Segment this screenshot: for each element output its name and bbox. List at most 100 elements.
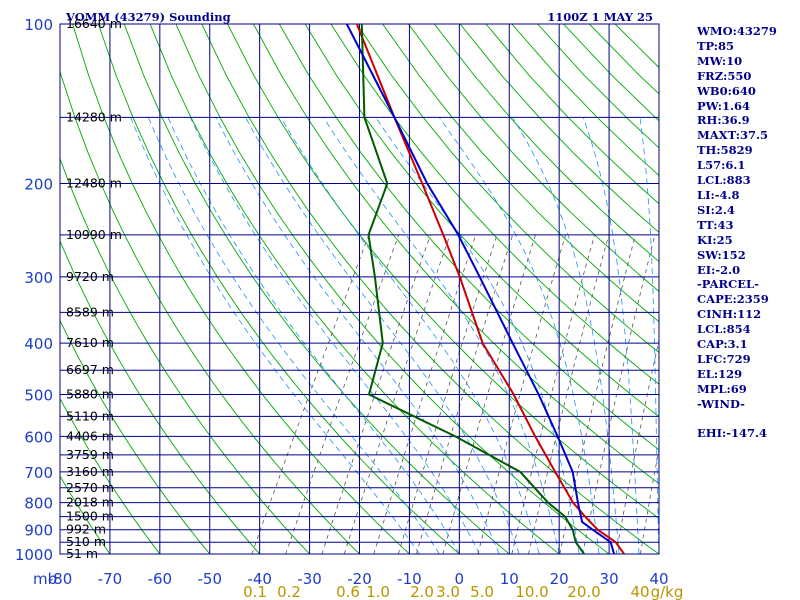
temperature-tick-label: -70 xyxy=(98,570,123,588)
temperature-tick-label: -20 xyxy=(347,570,372,588)
height-label: 5880 m xyxy=(66,386,114,401)
dry-adiabat xyxy=(227,24,659,519)
index-line: TT:43 xyxy=(697,217,734,232)
index-line: KI:25 xyxy=(697,232,733,247)
index-line: CINH:112 xyxy=(697,307,762,322)
mixing-ratio-line xyxy=(251,234,370,554)
height-label: 12480 m xyxy=(66,176,122,191)
pressure-tick-label: 800 xyxy=(24,495,53,513)
dry-adiabat xyxy=(60,239,261,554)
moist-adiabat xyxy=(512,117,620,554)
height-label: 7610 m xyxy=(66,335,114,350)
axis-labels: 16640 m 14280 m 12480 m 10990 m 9720 m 8589 m… xyxy=(15,16,684,600)
mixing-ratio-line xyxy=(416,234,514,554)
index-line: -PARCEL- xyxy=(697,277,759,292)
temperature-tick-label: 30 xyxy=(600,570,619,588)
pressure-tick-label: 200 xyxy=(24,176,53,194)
profile-lines xyxy=(345,24,625,554)
index-line: LCL:883 xyxy=(697,173,751,188)
mixing-ratio-label: 10.0 xyxy=(515,583,548,600)
index-line: PW:1.64 xyxy=(697,98,751,113)
moist-adiabat xyxy=(189,117,480,554)
pressure-tick-label: 1000 xyxy=(15,546,53,564)
mixing-ratio-label: 2.0 xyxy=(410,583,434,600)
mixing-ratio-label: 5.0 xyxy=(470,583,494,600)
height-label: 14280 m xyxy=(66,109,122,124)
height-label: 510 m xyxy=(66,534,106,549)
temperature-tick-label: -40 xyxy=(247,570,272,588)
temperature-tick-label: -50 xyxy=(198,570,223,588)
index-line: RH:36.9 xyxy=(697,113,750,128)
spacer xyxy=(697,412,797,427)
pressure-tick-label: 500 xyxy=(24,386,53,404)
height-label: 9720 m xyxy=(66,269,114,284)
height-label: 6697 m xyxy=(66,362,114,377)
mixing-ratio-line xyxy=(398,234,498,554)
height-label: 8589 m xyxy=(66,304,114,319)
index-line: SI:2.4 xyxy=(697,202,735,217)
mixing-ratio-label: 0.2 xyxy=(277,583,301,600)
index-line: LI:-4.8 xyxy=(697,187,740,202)
dry-adiabat xyxy=(97,24,460,554)
moist-adiabat xyxy=(147,117,440,554)
index-line: WMO:43279 xyxy=(697,24,777,38)
dry-adiabat xyxy=(382,24,659,323)
sounding-indices-panel: WMO:43279 TP:85 MW:10 FRZ:550 WB0:640 PW:1.64… xyxy=(697,24,797,441)
mixing-ratio-label: 1.0 xyxy=(366,583,390,600)
mixing-ratio-line xyxy=(285,234,400,554)
moist-adiabat xyxy=(167,117,460,554)
height-label: 4406 m xyxy=(66,428,114,443)
temperature-tick-label: -10 xyxy=(397,570,422,588)
index-line: WB0:640 xyxy=(697,83,756,98)
moist-adiabat xyxy=(280,117,540,554)
dry-adiabat xyxy=(72,24,411,554)
index-line: EI:-2.0 xyxy=(697,262,741,277)
index-line: MW:10 xyxy=(697,53,743,68)
moist-adiabat xyxy=(323,117,560,554)
mixing-ratio-label: 20.0 xyxy=(567,583,600,600)
dry-adiabat xyxy=(433,24,659,263)
moist-adiabat xyxy=(639,117,659,554)
mixing-ratio-line xyxy=(321,234,431,554)
index-line: TP:85 xyxy=(697,38,735,53)
pressure-tick-label: 100 xyxy=(24,16,53,34)
grid-lines xyxy=(59,23,660,555)
height-label: 51 m xyxy=(66,546,98,561)
index-line: SW:152 xyxy=(697,247,746,262)
dry-adiabat xyxy=(330,24,659,385)
temperature-tick-label: -30 xyxy=(297,570,322,588)
pressure-tick-label: 600 xyxy=(24,428,53,446)
height-label: 10990 m xyxy=(66,227,122,242)
moist-adiabat xyxy=(438,117,600,554)
height-label: 992 m xyxy=(66,522,106,537)
mixing-ratio-line xyxy=(528,234,610,554)
height-label: 3160 m xyxy=(66,464,114,479)
adiabat-lines xyxy=(60,24,659,554)
temperature-tick-label: 0 xyxy=(455,570,465,588)
chart-title: VOMM (43279) Sounding xyxy=(65,10,231,24)
pressure-tick-label: 400 xyxy=(24,335,53,353)
dewpoint-line xyxy=(360,24,585,554)
mixing-ratio-line xyxy=(477,234,566,554)
temperature-tick-label: 40 xyxy=(649,570,668,588)
height-label: 2570 m xyxy=(66,480,114,495)
pressure-unit-label: mb xyxy=(33,570,57,588)
index-line: MAXT:37.5 xyxy=(697,128,768,143)
mixing-ratio-label: 3.0 xyxy=(436,583,460,600)
temperature-tick-label: -60 xyxy=(148,570,173,588)
index-line: FRZ:550 xyxy=(697,68,752,83)
height-label: 16640 m xyxy=(66,16,122,31)
height-label: 5110 m xyxy=(66,408,114,423)
index-line: L57:6.1 xyxy=(697,158,746,173)
height-label: 1500 m xyxy=(66,509,114,524)
dry-adiabat xyxy=(60,69,361,554)
dry-adiabat xyxy=(408,24,659,292)
dry-adiabat xyxy=(201,24,659,554)
chart-time: 1100Z 1 MAY 25 xyxy=(547,10,653,24)
ehi-value: EHI:-147.4 xyxy=(697,426,768,441)
temperature-tick-label: 10 xyxy=(500,570,519,588)
dry-adiabat xyxy=(278,24,659,451)
dry-adiabat xyxy=(253,24,659,485)
temperature-line xyxy=(355,24,625,554)
